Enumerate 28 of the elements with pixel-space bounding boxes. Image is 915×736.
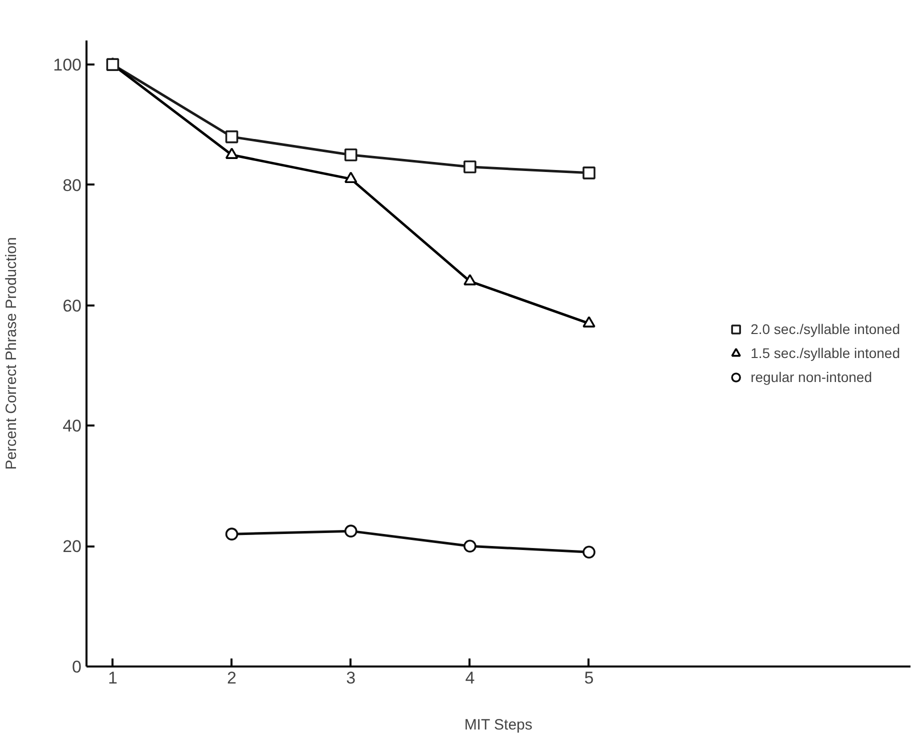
y-tick-label: 60 <box>62 296 82 316</box>
y-tick-label: 0 <box>72 658 82 676</box>
legend-label: 2.0 sec./syllable intoned <box>750 321 900 337</box>
point <box>464 274 476 286</box>
point <box>464 540 476 553</box>
y-tick-label: 40 <box>62 416 82 436</box>
point <box>582 316 596 328</box>
y-tick-label: 80 <box>62 176 82 195</box>
point <box>582 166 596 180</box>
legend-label: regular non-intoned <box>750 369 872 385</box>
x-tick-label: 5 <box>584 668 594 688</box>
x-axis-title: MIT Steps <box>464 716 532 734</box>
x-tick-label: 4 <box>465 668 475 688</box>
legend-label: 1.5 sec./syllable intoned <box>750 345 900 361</box>
point <box>464 160 476 174</box>
point <box>225 148 238 159</box>
y-tick-label: 100 <box>53 56 82 75</box>
point <box>344 172 358 184</box>
point <box>344 524 358 538</box>
point <box>344 148 358 162</box>
x-tick-label: 3 <box>346 668 356 688</box>
x-tick-label: 2 <box>227 668 237 688</box>
x-tick-label: 1 <box>108 668 118 688</box>
point <box>582 546 596 559</box>
y-tick-label: 20 <box>62 537 82 556</box>
y-axis-title: Percent Correct Phrase Production <box>3 237 20 470</box>
point <box>225 130 238 144</box>
point <box>225 528 238 540</box>
